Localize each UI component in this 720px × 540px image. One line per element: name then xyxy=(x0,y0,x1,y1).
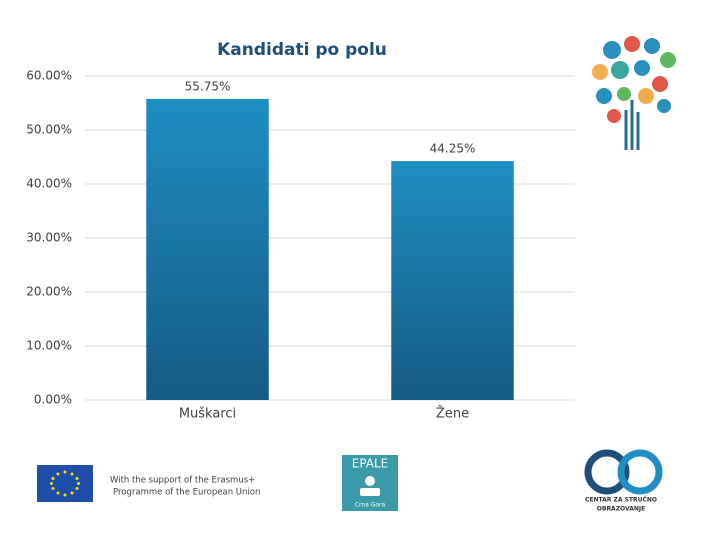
y-tick-label: 30.00% xyxy=(26,231,72,245)
support-text: Programme of the European Union xyxy=(113,488,260,498)
y-tick-label: 40.00% xyxy=(26,177,72,191)
y-tick-label: 50.00% xyxy=(26,123,72,137)
support-text: With the support of the Erasmus+ xyxy=(110,476,255,486)
y-tick-label: 0.00% xyxy=(34,393,72,407)
value-label: 55.75% xyxy=(185,79,231,93)
value-label: 44.25% xyxy=(430,142,476,156)
epale-logo xyxy=(342,455,398,511)
eu-flag xyxy=(37,465,93,502)
centar-logo xyxy=(584,449,663,495)
y-tick-label: 60.00% xyxy=(26,69,72,83)
chart-title: Kandidati po polu xyxy=(217,40,387,60)
epale-text: EPALE xyxy=(352,457,389,471)
y-tick-label: 20.00% xyxy=(26,285,72,299)
centar-text: OBRAZOVANJE xyxy=(597,506,645,513)
tree-logo xyxy=(586,30,682,152)
x-tick-label: Muškarci xyxy=(179,407,236,422)
epale-country: Crna Gora xyxy=(355,502,386,509)
bar xyxy=(391,161,514,400)
x-tick-label: Žene xyxy=(436,406,469,422)
bar xyxy=(146,98,269,400)
centar-text: CENTAR ZA STRUČNO xyxy=(585,497,657,504)
y-tick-label: 10.00% xyxy=(26,339,72,353)
